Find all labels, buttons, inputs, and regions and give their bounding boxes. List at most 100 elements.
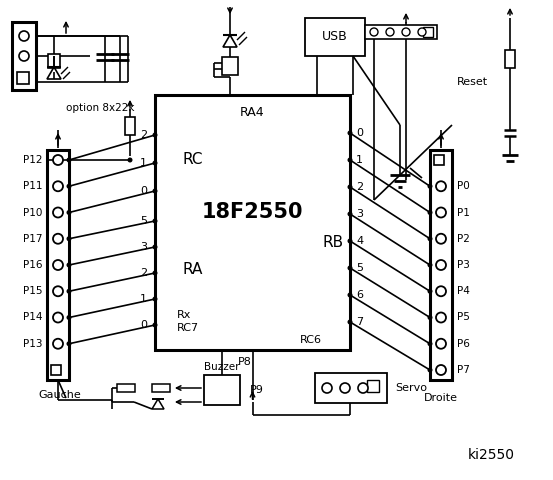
Text: P13: P13 (23, 339, 42, 349)
Bar (305, 18, 365, 56)
Circle shape (427, 315, 432, 320)
Circle shape (436, 286, 446, 296)
Text: ki2550: ki2550 (468, 448, 515, 462)
Bar (47, 150, 69, 380)
Bar (423, 27, 433, 37)
Text: 0: 0 (140, 186, 147, 196)
Text: 2: 2 (140, 268, 147, 278)
Bar (125, 117, 135, 135)
Circle shape (153, 218, 158, 224)
Bar (505, 50, 515, 68)
Bar (430, 150, 452, 380)
Text: P9: P9 (250, 385, 264, 395)
Circle shape (19, 31, 29, 41)
Text: RC6: RC6 (300, 335, 322, 345)
Circle shape (340, 383, 350, 393)
Circle shape (436, 234, 446, 244)
Text: Reset: Reset (457, 77, 488, 87)
Bar (12, 22, 36, 90)
Circle shape (347, 131, 352, 135)
Circle shape (427, 210, 432, 215)
Circle shape (66, 210, 71, 215)
Bar (222, 57, 238, 75)
Text: RC7: RC7 (177, 323, 199, 333)
Text: RB: RB (322, 235, 343, 250)
Circle shape (53, 260, 63, 270)
Circle shape (153, 323, 158, 327)
Circle shape (418, 28, 426, 36)
Text: P8: P8 (238, 357, 252, 367)
Circle shape (427, 263, 432, 267)
Text: Buzzer: Buzzer (204, 362, 240, 372)
Text: 2: 2 (356, 182, 363, 192)
Text: RA: RA (183, 262, 204, 276)
Text: P14: P14 (23, 312, 42, 323)
Bar (434, 155, 444, 165)
Text: 0: 0 (356, 128, 363, 138)
Circle shape (66, 289, 71, 294)
Circle shape (128, 157, 133, 163)
Text: P10: P10 (23, 207, 42, 217)
Circle shape (322, 383, 332, 393)
Circle shape (53, 339, 63, 349)
Circle shape (347, 265, 352, 271)
Bar (17, 72, 29, 84)
Bar (152, 384, 170, 392)
Text: 7: 7 (356, 317, 363, 327)
Circle shape (347, 239, 352, 243)
Circle shape (347, 320, 352, 324)
Circle shape (153, 189, 158, 193)
Circle shape (347, 157, 352, 163)
Text: Rx: Rx (177, 310, 191, 320)
Text: option 8x22k: option 8x22k (66, 103, 134, 113)
Circle shape (386, 28, 394, 36)
Text: 6: 6 (356, 290, 363, 300)
Text: P16: P16 (23, 260, 42, 270)
Circle shape (436, 365, 446, 375)
Text: USB: USB (322, 31, 348, 44)
Text: 1: 1 (140, 294, 147, 304)
Text: 0: 0 (140, 320, 147, 330)
Text: P0: P0 (457, 181, 469, 191)
Circle shape (53, 181, 63, 191)
Bar (155, 95, 350, 350)
Text: P11: P11 (23, 181, 42, 191)
Circle shape (66, 236, 71, 241)
Bar (48, 54, 60, 68)
Circle shape (427, 236, 432, 241)
Bar (315, 373, 387, 403)
Text: P2: P2 (457, 234, 470, 244)
Circle shape (53, 286, 63, 296)
Circle shape (436, 339, 446, 349)
Text: Gauche: Gauche (39, 390, 81, 400)
Circle shape (66, 184, 71, 189)
Bar (117, 384, 135, 392)
Text: P3: P3 (457, 260, 470, 270)
Text: P5: P5 (457, 312, 470, 323)
Text: 4: 4 (356, 236, 363, 246)
Circle shape (66, 341, 71, 346)
Circle shape (53, 234, 63, 244)
Text: 5: 5 (140, 216, 147, 226)
Circle shape (427, 184, 432, 189)
Text: 3: 3 (140, 242, 147, 252)
Circle shape (153, 160, 158, 166)
Circle shape (153, 132, 158, 137)
Text: P4: P4 (457, 286, 470, 296)
Text: RA4: RA4 (240, 107, 265, 120)
Circle shape (347, 212, 352, 216)
Circle shape (427, 341, 432, 346)
Text: 1: 1 (356, 155, 363, 165)
Text: 5: 5 (356, 263, 363, 273)
Text: 18F2550: 18F2550 (202, 203, 303, 223)
Circle shape (436, 260, 446, 270)
Circle shape (153, 244, 158, 250)
Text: Droite: Droite (424, 393, 458, 403)
Text: P1: P1 (457, 207, 470, 217)
Circle shape (347, 292, 352, 298)
Text: Servo: Servo (395, 383, 427, 393)
Circle shape (436, 181, 446, 191)
Bar (367, 380, 379, 392)
Circle shape (53, 155, 63, 165)
Text: 3: 3 (356, 209, 363, 219)
